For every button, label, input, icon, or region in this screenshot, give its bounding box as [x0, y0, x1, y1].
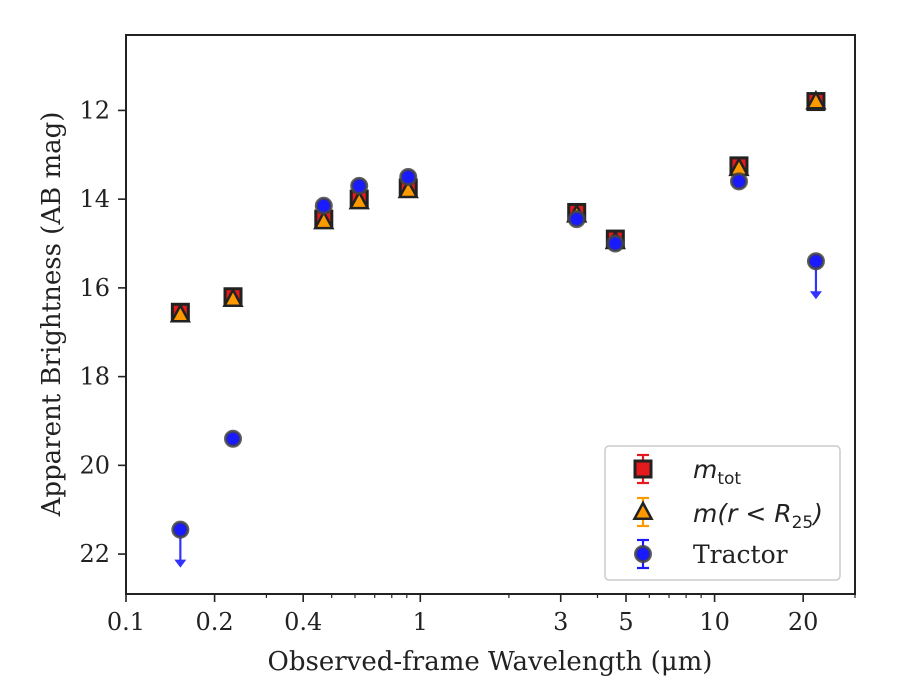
point-circle	[806, 252, 825, 271]
point-circle	[606, 234, 625, 253]
legend-marker-circle	[634, 545, 652, 563]
legend-label-mr25-sub: 25	[792, 513, 814, 533]
legend-label-tractor: Tractor	[693, 540, 788, 569]
legend-label-mr25: m(r < R25)	[693, 499, 823, 533]
x-tick-label: 0.1	[107, 608, 145, 636]
point-triangle	[348, 189, 370, 210]
point-triangle	[397, 178, 419, 199]
point-circle	[171, 520, 190, 539]
legend-label-mtot-sub: tot	[717, 469, 741, 489]
legend-label-mtot-main: m	[693, 455, 717, 484]
point-circle	[399, 167, 418, 186]
point-circle	[350, 176, 369, 195]
y-tick-label: 20	[79, 451, 110, 479]
legend-marker-square	[633, 459, 653, 479]
tick-group: 0.1 0.2 0.4 1 3 5 10 20 12 14 16 18 20 22	[79, 96, 856, 636]
y-tick-label: 12	[79, 96, 110, 124]
x-tick-label: 5	[618, 608, 633, 636]
legend-marker-triangle	[632, 500, 654, 520]
legend: mtot m(r < R25) Tractor	[604, 445, 841, 581]
series-square	[170, 92, 826, 322]
upper-limit-arrowhead	[174, 559, 187, 568]
x-tick-label: 0.4	[284, 608, 322, 636]
point-triangle	[805, 89, 827, 110]
y-tick-label: 16	[79, 274, 110, 302]
x-tick-label: 3	[553, 608, 568, 636]
point-circle	[729, 172, 748, 191]
point-circle	[567, 210, 586, 229]
point-circle	[224, 429, 243, 448]
upper-limit-arrowhead	[809, 291, 822, 300]
x-tick-label: 0.2	[196, 608, 234, 636]
y-tick-label: 22	[79, 540, 110, 568]
plot-frame	[125, 34, 856, 595]
x-axis-title: Observed-frame Wavelength (μm)	[268, 647, 713, 677]
legend-label-mr25-close: )	[811, 499, 823, 528]
legend-label-mr25-main: m(r < R	[693, 499, 792, 528]
legend-label-mtot: mtot	[693, 455, 741, 489]
x-tick-label: 10	[699, 608, 730, 636]
y-tick-label: 18	[79, 363, 110, 391]
series-circle	[171, 167, 825, 568]
data-marks	[169, 89, 827, 568]
point-triangle	[222, 287, 244, 307]
point-triangle	[313, 209, 335, 230]
point-circle	[314, 196, 333, 215]
series-triangle	[169, 89, 827, 323]
x-tick-label: 1	[413, 608, 428, 636]
y-tick-label: 14	[79, 185, 110, 213]
y-axis-title: Apparent Brightness (AB mag)	[37, 112, 67, 518]
point-triangle	[169, 302, 192, 323]
legend-symbols	[632, 453, 654, 570]
legend-frame	[604, 445, 841, 581]
x-tick-label: 20	[788, 608, 819, 636]
